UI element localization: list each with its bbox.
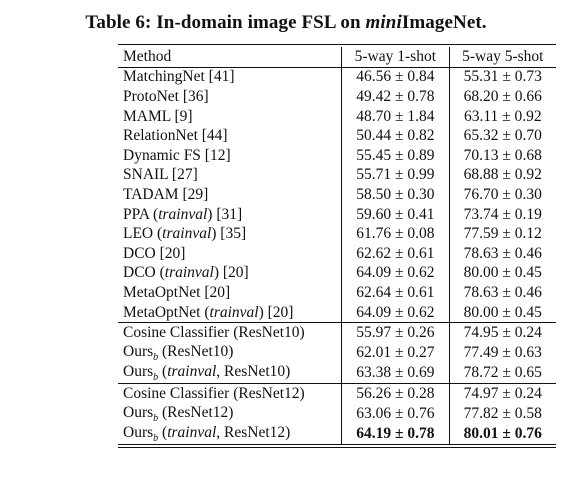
method-cell: Oursb (trainval, ResNet10) [123, 363, 291, 384]
method-cell: Dynamic FS [12] [123, 146, 231, 164]
one-shot-cell: 55.71 ± 0.99 [341, 165, 450, 186]
five-shot-cell: 80.00 ± 0.45 [448, 263, 556, 284]
table-row: DCO [20] 62.62 ± 0.61 78.63 ± 0.46 [118, 243, 556, 264]
table-caption: Table 6: In-domain image FSL on miniImag… [85, 12, 487, 33]
five-shot-cell: 63.11 ± 0.92 [448, 106, 556, 127]
method-cell: MatchingNet [41] [123, 68, 235, 86]
five-shot-cell: 78.63 ± 0.46 [448, 243, 556, 264]
method-cell: Oursb (trainval, ResNet12) [118, 423, 342, 445]
method-cell: ProtoNet [36] [123, 87, 209, 105]
table-row: ProtoNet [36] 49.42 ± 0.78 68.20 ± 0.66 [118, 87, 556, 107]
five-shot-cell-best: 80.01 ± 0.76 [448, 423, 556, 445]
table-row: Oursb (ResNet12) 63.06 ± 0.76 77.82 ± 0.58 [118, 403, 556, 424]
one-shot-cell: 50.44 ± 0.82 [341, 126, 450, 146]
five-shot-cell: 78.72 ± 0.65 [448, 363, 556, 384]
one-shot-cell: 62.01 ± 0.27 [341, 342, 450, 363]
bottom-rule [118, 446, 556, 448]
table-row: Oursb (ResNet10) 62.01 ± 0.27 77.49 ± 0.63 [118, 342, 556, 363]
method-cell: RelationNet [44] [123, 127, 228, 145]
one-shot-cell: 49.42 ± 0.78 [341, 87, 450, 107]
table-row: Oursb (trainval, ResNet10) 63.38 ± 0.69 78… [118, 363, 556, 384]
table-row: RelationNet [44] 50.44 ± 0.82 65.32 ± 0.70 [118, 126, 556, 146]
five-shot-cell: 68.20 ± 0.66 [448, 87, 556, 107]
table-row: SNAIL [27] 55.71 ± 0.99 68.88 ± 0.92 [118, 165, 556, 186]
one-shot-cell: 61.76 ± 0.08 [341, 224, 450, 244]
table-row: DCO (trainval) [20] 64.09 ± 0.62 80.00 ± 0… [118, 263, 556, 284]
table-row: MetaOptNet (trainval) [20] 64.09 ± 0.62 80… [118, 302, 556, 323]
method-cell: Oursb (ResNet12) [123, 403, 234, 424]
header-method: Method [118, 47, 342, 68]
method-cell: Cosine Classifier (ResNet12) [118, 383, 342, 404]
one-shot-cell: 55.45 ± 0.89 [341, 145, 450, 166]
five-shot-cell: 70.13 ± 0.68 [448, 145, 556, 166]
five-shot-cell: 77.49 ± 0.63 [448, 342, 556, 363]
one-shot-cell: 59.60 ± 0.41 [341, 204, 450, 225]
header-5-shot: 5-way 5-shot [448, 47, 556, 68]
results-table: Method 5-way 1-shot 5-way 5-shot Matchin… [118, 44, 556, 448]
five-shot-cell: 74.97 ± 0.24 [448, 383, 556, 404]
method-cell: SNAIL [27] [123, 166, 198, 184]
five-shot-cell: 76.70 ± 0.30 [448, 185, 556, 205]
table-row: Cosine Classifier (ResNet12) 56.26 ± 0.28… [118, 383, 556, 404]
five-shot-cell: 73.74 ± 0.19 [448, 204, 556, 225]
one-shot-cell: 56.26 ± 0.28 [341, 383, 450, 404]
one-shot-cell: 55.97 ± 0.26 [341, 322, 450, 343]
one-shot-cell: 63.38 ± 0.69 [341, 363, 450, 384]
table-row: LEO (trainval) [35] 61.76 ± 0.08 77.59 ± 0… [118, 224, 556, 244]
table-row: Dynamic FS [12] 55.45 ± 0.89 70.13 ± 0.68 [118, 145, 556, 166]
one-shot-cell: 58.50 ± 0.30 [341, 185, 450, 205]
method-cell: LEO (trainval) [35] [123, 225, 247, 243]
method-cell: DCO [20] [123, 244, 186, 262]
one-shot-cell: 64.09 ± 0.62 [341, 302, 450, 323]
five-shot-cell: 80.00 ± 0.45 [448, 302, 556, 323]
method-cell: DCO (trainval) [20] [123, 264, 249, 282]
five-shot-cell: 77.82 ± 0.58 [448, 403, 556, 424]
one-shot-cell: 46.56 ± 0.84 [341, 67, 450, 88]
header-1-shot: 5-way 1-shot [341, 47, 450, 68]
top-rule [118, 44, 556, 45]
one-shot-cell: 64.09 ± 0.62 [341, 263, 450, 284]
method-cell: TADAM [29] [123, 185, 209, 203]
table-row: MetaOptNet [20] 62.64 ± 0.61 78.63 ± 0.46 [118, 283, 556, 303]
one-shot-cell-best: 64.19 ± 0.78 [341, 423, 450, 445]
one-shot-cell: 63.06 ± 0.76 [341, 403, 450, 424]
table-row: TADAM [29] 58.50 ± 0.30 76.70 ± 0.30 [118, 185, 556, 205]
method-cell: MetaOptNet [20] [123, 283, 231, 301]
table-header-row: Method 5-way 1-shot 5-way 5-shot [118, 47, 556, 68]
table-row: PPA (trainval) [31] 59.60 ± 0.41 73.74 ± 0… [118, 204, 556, 225]
method-cell: Oursb (ResNet10) [123, 342, 234, 363]
method-cell: PPA (trainval) [31] [123, 205, 243, 223]
one-shot-cell: 62.62 ± 0.61 [341, 243, 450, 264]
table-row: Oursb (trainval, ResNet12) 64.19 ± 0.78 80… [118, 423, 556, 445]
table-row: MAML [9] 48.70 ± 1.84 63.11 ± 0.92 [118, 106, 556, 127]
five-shot-cell: 65.32 ± 0.70 [448, 126, 556, 146]
method-cell: MetaOptNet (trainval) [20] [123, 303, 294, 321]
method-cell: Cosine Classifier (ResNet10) [118, 322, 342, 343]
five-shot-cell: 68.88 ± 0.92 [448, 165, 556, 186]
one-shot-cell: 62.64 ± 0.61 [341, 283, 450, 303]
table-row: Cosine Classifier (ResNet10) 55.97 ± 0.26… [118, 322, 556, 343]
table-row: MatchingNet [41] 46.56 ± 0.84 55.31 ± 0.73 [118, 67, 556, 88]
five-shot-cell: 77.59 ± 0.12 [448, 224, 556, 244]
five-shot-cell: 74.95 ± 0.24 [448, 322, 556, 343]
method-cell: MAML [9] [123, 107, 193, 125]
five-shot-cell: 55.31 ± 0.73 [448, 67, 556, 88]
one-shot-cell: 48.70 ± 1.84 [341, 106, 450, 127]
five-shot-cell: 78.63 ± 0.46 [448, 283, 556, 303]
